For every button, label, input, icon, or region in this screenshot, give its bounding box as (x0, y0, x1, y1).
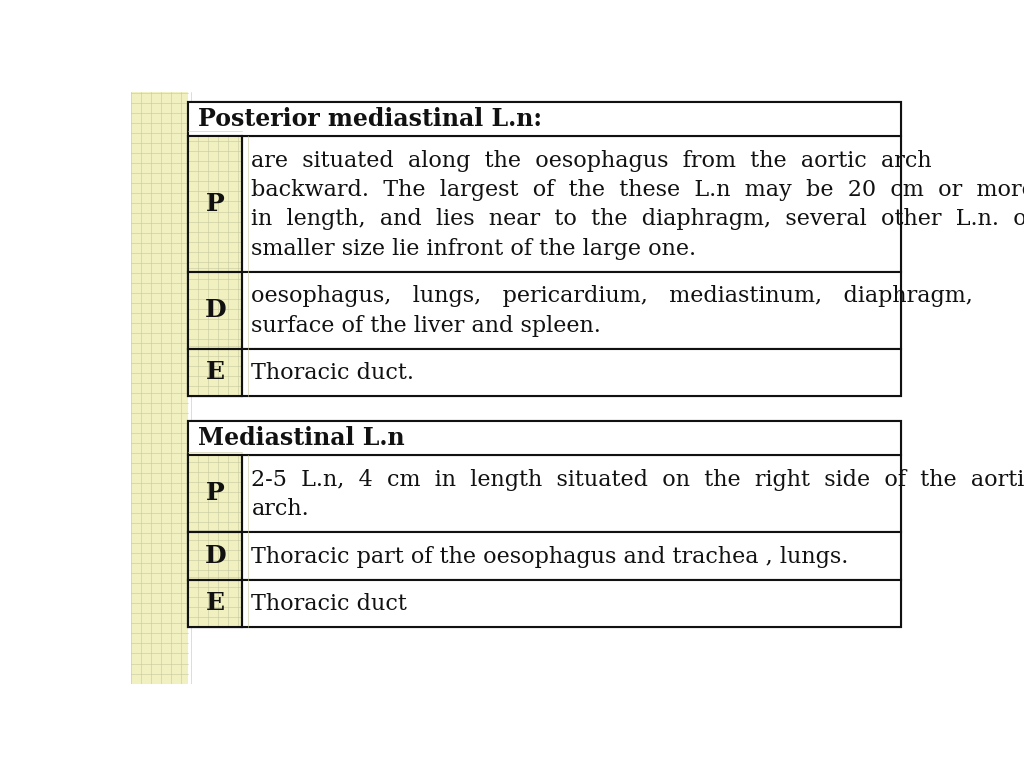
Bar (188, 580, 243, 627)
Text: D: D (205, 298, 226, 322)
Text: arch.: arch. (252, 498, 309, 520)
Text: surface of the liver and spleen.: surface of the liver and spleen. (252, 315, 601, 336)
Bar (188, 136, 243, 272)
Bar (188, 455, 243, 531)
Text: Thoracic duct.: Thoracic duct. (252, 362, 415, 385)
Bar (188, 349, 243, 396)
Bar (188, 272, 243, 349)
Bar (188, 580, 900, 627)
Text: E: E (206, 591, 224, 615)
Bar (188, 349, 900, 396)
Bar (188, 531, 243, 580)
Bar (188, 531, 900, 580)
Text: P: P (206, 482, 224, 505)
Bar (188, 455, 243, 531)
Text: oesophagus,   lungs,   pericardium,   mediastinum,   diaphragm,: oesophagus, lungs, pericardium, mediasti… (252, 286, 974, 307)
Bar (188, 272, 900, 349)
Text: backward.  The  largest  of  the  these  L.n  may  be  20  cm  or  more: backward. The largest of the these L.n m… (252, 179, 1024, 201)
Bar (188, 531, 243, 580)
Bar (188, 136, 243, 272)
Text: Mediastinal L.n: Mediastinal L.n (198, 426, 404, 450)
Bar (188, 102, 900, 136)
Text: 2-5  L.n,  4  cm  in  length  situated  on  the  right  side  of  the  aortic: 2-5 L.n, 4 cm in length situated on the … (252, 468, 1024, 491)
Text: P: P (206, 192, 224, 216)
Text: E: E (206, 360, 224, 385)
Bar (188, 580, 243, 627)
Bar (188, 455, 900, 531)
Text: are  situated  along  the  oesophagus  from  the  aortic  arch: are situated along the oesophagus from t… (252, 150, 932, 172)
Bar (188, 421, 900, 627)
Bar (188, 349, 243, 396)
Text: Thoracic part of the oesophagus and trachea , lungs.: Thoracic part of the oesophagus and trac… (252, 546, 849, 568)
Text: in  length,  and  lies  near  to  the  diaphragm,  several  other  L.n.  of: in length, and lies near to the diaphrag… (252, 208, 1024, 230)
Text: smaller size lie infront of the large one.: smaller size lie infront of the large on… (252, 237, 696, 260)
Bar (188, 102, 900, 396)
Text: D: D (205, 544, 226, 568)
Bar (188, 421, 900, 455)
Bar (188, 272, 243, 349)
Bar (131, 92, 188, 684)
Text: Posterior mediastinal L.n:: Posterior mediastinal L.n: (198, 107, 542, 131)
Text: Thoracic duct: Thoracic duct (252, 594, 408, 615)
Bar (188, 136, 900, 272)
